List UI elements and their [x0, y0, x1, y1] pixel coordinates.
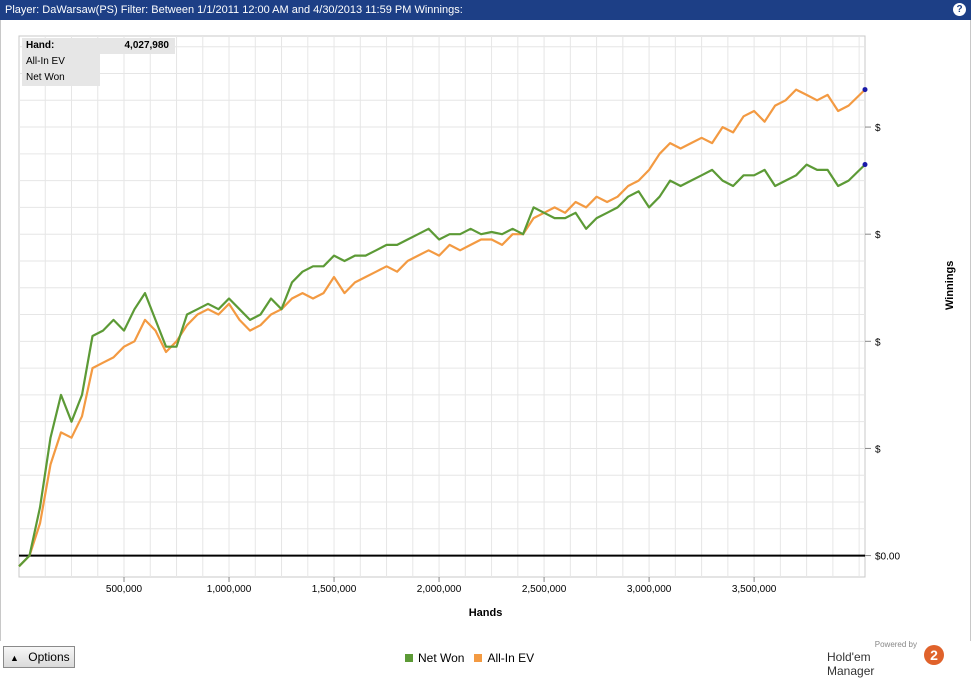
net-won-row: Net Won	[22, 70, 175, 86]
hand-label: Hand:	[22, 38, 100, 54]
series-line-all-in-ev	[18, 88, 866, 568]
y-tick-label: $	[875, 123, 881, 134]
x-tick-label: 2,500,000	[522, 584, 567, 595]
series-lines	[18, 87, 868, 568]
hm2-logo: 2	[924, 645, 944, 665]
y-axis-ticks: $0.00 $ $ $ $	[865, 123, 900, 563]
x-tick-label: 500,000	[106, 584, 143, 595]
legend-swatch-all-in-ev	[474, 654, 483, 662]
legend-swatch-net-won	[405, 654, 413, 662]
all-in-ev-label: All-In EV	[22, 54, 100, 70]
legend-label-all-in-ev: All-In EV	[487, 651, 535, 665]
legend-label-net-won: Net Won	[418, 651, 465, 665]
window-title: Player: DaWarsaw(PS) Filter: Between 1/1…	[5, 4, 463, 16]
x-tick-label: 2,000,000	[417, 584, 462, 595]
net-won-label: Net Won	[22, 70, 100, 86]
y-tick-label: $	[875, 337, 881, 348]
legend-item-all-in-ev[interactable]: All-In EV	[474, 651, 534, 665]
chart-grid	[18, 35, 866, 578]
options-label: Options	[28, 650, 70, 664]
branding: Powered by Hold'em Manager 2	[827, 640, 957, 678]
y-axis-label: Winnings	[944, 260, 956, 310]
all-in-ev-row: All-In EV	[22, 54, 175, 70]
product-name: Hold'em Manager	[827, 650, 875, 678]
powered-by-text: Powered by	[874, 640, 917, 649]
legend-item-net-won[interactable]: Net Won	[405, 651, 464, 665]
plot-area	[18, 35, 866, 578]
x-axis-label: Hands	[468, 607, 503, 619]
triangle-up-icon: ▲	[10, 653, 19, 663]
x-tick-label: 3,500,000	[732, 584, 777, 595]
x-tick-label: 3,000,000	[627, 584, 672, 595]
window-titlebar: Player: DaWarsaw(PS) Filter: Between 1/1…	[0, 0, 971, 20]
y-tick-label: $	[875, 444, 881, 455]
winnings-chart: $0.00 $ $ $ $ 500,000 1,000,000 1,500,000 2,000…	[18, 35, 900, 595]
hand-info-box: Hand: 4,027,980 All-In EV Net Won	[22, 38, 175, 86]
chart-legend: Net Won All-In EV	[405, 651, 534, 665]
y-tick-label: $0.00	[875, 552, 900, 563]
series-end-marker	[862, 87, 868, 93]
x-tick-label: 1,000,000	[207, 584, 252, 595]
options-button[interactable]: ▲ Options	[3, 646, 75, 668]
help-icon[interactable]: ?	[953, 3, 966, 16]
hand-row: Hand: 4,027,980	[22, 38, 175, 54]
x-axis-ticks: 500,000 1,000,000 1,500,000 2,000,000 2,500,…	[19, 554, 865, 595]
hand-value: 4,027,980	[100, 38, 175, 54]
y-tick-label: $	[875, 230, 881, 241]
series-line-net-won	[18, 163, 866, 568]
series-end-marker	[862, 162, 868, 168]
x-tick-label: 1,500,000	[312, 584, 357, 595]
